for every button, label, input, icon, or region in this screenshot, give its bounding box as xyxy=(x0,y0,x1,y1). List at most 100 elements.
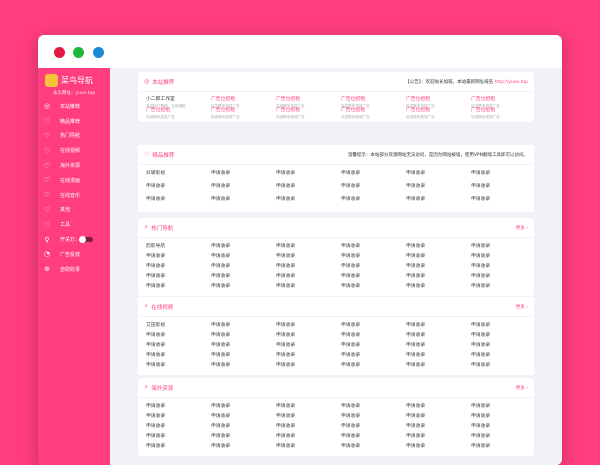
site-link[interactable]: 申请收录 xyxy=(146,197,166,202)
site-link[interactable]: 申请收录 xyxy=(471,333,491,338)
site-link[interactable]: 申请收录 xyxy=(341,197,361,202)
site-link[interactable]: 申请收录 xyxy=(406,323,426,328)
site-link[interactable]: 申请收录 xyxy=(211,284,231,289)
site-link[interactable]: 申请收录 xyxy=(406,264,426,269)
site-link[interactable]: 申请收录 xyxy=(276,404,296,409)
site-link[interactable]: 申请收录 xyxy=(471,363,491,368)
site-link[interactable]: 申请收录 xyxy=(406,353,426,358)
sidebar-item[interactable]: ♡ 在线音乐 xyxy=(38,188,110,203)
ad-slot[interactable]: 小二郎工作室 本站接口教程、应用编程 xyxy=(146,96,211,108)
site-link[interactable]: 申请收录 xyxy=(146,434,166,439)
logo[interactable]: 菜鸟导航 xyxy=(45,72,103,88)
site-link[interactable]: 申请收录 xyxy=(471,184,491,189)
site-link[interactable]: 申请收录 xyxy=(276,353,296,358)
site-link[interactable]: 申请收录 xyxy=(406,244,426,249)
site-link[interactable]: 申请收录 xyxy=(406,184,426,189)
site-link[interactable]: 申请收录 xyxy=(276,284,296,289)
site-link[interactable]: 申请收录 xyxy=(211,264,231,269)
site-link[interactable]: 申请收录 xyxy=(471,343,491,348)
site-link[interactable]: 申请收录 xyxy=(341,343,361,348)
site-link[interactable]: 申请收录 xyxy=(211,444,231,449)
site-link[interactable]: 申请收录 xyxy=(276,244,296,249)
site-link[interactable]: 申请收录 xyxy=(211,363,231,368)
site-link[interactable]: 申请收录 xyxy=(341,414,361,419)
site-link[interactable]: 申请收录 xyxy=(471,264,491,269)
site-link[interactable]: 申请收录 xyxy=(471,171,491,176)
site-link[interactable]: 申请收录 xyxy=(471,274,491,279)
site-link[interactable]: 申请收录 xyxy=(406,254,426,259)
site-link[interactable]: 抖攀影视 xyxy=(146,171,166,176)
site-link[interactable]: 申请收录 xyxy=(406,284,426,289)
site-link[interactable]: 申请收录 xyxy=(406,343,426,348)
site-link[interactable]: 申请收录 xyxy=(211,333,231,338)
sidebar-item[interactable]: ♡ 其他 xyxy=(38,203,110,218)
more-link[interactable]: 更多 › xyxy=(515,385,528,391)
site-link[interactable]: 申请收录 xyxy=(276,434,296,439)
maximize-dot[interactable] xyxy=(73,47,84,58)
site-link[interactable]: 韵影导航 xyxy=(146,244,166,249)
site-link[interactable]: 申请收录 xyxy=(276,197,296,202)
site-link[interactable]: 申请收录 xyxy=(406,414,426,419)
site-link[interactable]: 申请收录 xyxy=(276,343,296,348)
site-link[interactable]: 申请收录 xyxy=(211,353,231,358)
more-link[interactable]: 更多 › xyxy=(515,225,528,231)
site-link[interactable]: 申请收录 xyxy=(211,244,231,249)
site-link[interactable]: 申请收录 xyxy=(146,363,166,368)
site-link[interactable]: 申请收录 xyxy=(276,333,296,338)
site-link[interactable]: 申请收录 xyxy=(146,414,166,419)
ad-slot[interactable]: 广告位招租 欢迎联系投放广告 xyxy=(211,107,276,119)
site-link[interactable]: 申请收录 xyxy=(146,343,166,348)
site-link[interactable]: 申请收录 xyxy=(341,333,361,338)
site-link[interactable]: 申请收录 xyxy=(341,274,361,279)
site-link[interactable]: 申请收录 xyxy=(341,323,361,328)
ad-slot[interactable]: 广告位招租 欢迎联系投放广告 xyxy=(406,107,471,119)
site-link[interactable]: 申请收录 xyxy=(406,197,426,202)
sidebar-item[interactable]: ♀ 开关灯: xyxy=(38,232,110,247)
ad-slot[interactable]: 广告位招租 欢迎联系投放广告 xyxy=(276,96,341,108)
site-link[interactable]: 申请收录 xyxy=(146,274,166,279)
site-link[interactable]: 申请收录 xyxy=(341,264,361,269)
sidebar-item[interactable]: ◔ 广告投放 xyxy=(38,247,110,262)
site-link[interactable]: 申请收录 xyxy=(341,424,361,429)
site-link[interactable]: 申请收录 xyxy=(341,363,361,368)
site-link[interactable]: 申请收录 xyxy=(406,333,426,338)
site-link[interactable]: 申请收录 xyxy=(341,444,361,449)
sidebar-item[interactable]: ♡ 工具 xyxy=(38,217,110,232)
sidebar-item[interactable]: ◎ 本站推荐 xyxy=(38,99,110,114)
site-link[interactable]: 申请收录 xyxy=(146,264,166,269)
ad-slot[interactable]: 广告位招租 欢迎联系投放广告 xyxy=(471,96,536,108)
light-toggle[interactable] xyxy=(78,236,93,244)
notice-link[interactable]: http://yuxx.top xyxy=(494,79,528,85)
site-link[interactable]: 申请收录 xyxy=(146,353,166,358)
ad-slot[interactable]: 广告位招租 欢迎联系投放广告 xyxy=(341,107,406,119)
site-link[interactable]: 申请收录 xyxy=(146,333,166,338)
site-link[interactable]: 申请收录 xyxy=(471,197,491,202)
ad-slot[interactable]: 广告位招租 欢迎联系投放广告 xyxy=(146,107,211,119)
site-link[interactable]: 申请收录 xyxy=(341,434,361,439)
ad-slot[interactable]: 广告位招租 欢迎联系投放广告 xyxy=(471,107,536,119)
site-link[interactable]: 艾田影视 xyxy=(146,323,166,328)
site-link[interactable]: 申请收录 xyxy=(341,284,361,289)
site-link[interactable]: 申请收录 xyxy=(276,363,296,368)
site-link[interactable]: 申请收录 xyxy=(471,434,491,439)
site-link[interactable]: 申请收录 xyxy=(276,444,296,449)
site-link[interactable]: 申请收录 xyxy=(471,444,491,449)
site-link[interactable]: 申请收录 xyxy=(276,264,296,269)
site-link[interactable]: 申请收录 xyxy=(406,171,426,176)
sidebar-item[interactable]: ⊕ 自助收录 xyxy=(38,262,110,277)
ad-slot[interactable]: 广告位招租 欢迎联系投放广告 xyxy=(406,96,471,108)
site-link[interactable]: 申请收录 xyxy=(341,184,361,189)
site-link[interactable]: 申请收录 xyxy=(211,343,231,348)
site-link[interactable]: 申请收录 xyxy=(406,434,426,439)
sidebar-item[interactable]: ♡ 在线漫画 xyxy=(38,173,110,188)
site-link[interactable]: 申请收录 xyxy=(471,353,491,358)
site-link[interactable]: 申请收录 xyxy=(211,171,231,176)
sidebar-item[interactable]: ♡ 热门导航 xyxy=(38,129,110,144)
sidebar-item[interactable]: ♡ 在线视频 xyxy=(38,143,110,158)
site-link[interactable]: 申请收录 xyxy=(471,414,491,419)
site-link[interactable]: 申请收录 xyxy=(406,274,426,279)
more-link[interactable]: 更多 › xyxy=(515,304,528,310)
site-link[interactable]: 申请收录 xyxy=(211,424,231,429)
site-link[interactable]: 申请收录 xyxy=(276,414,296,419)
minimize-dot[interactable] xyxy=(93,47,104,58)
